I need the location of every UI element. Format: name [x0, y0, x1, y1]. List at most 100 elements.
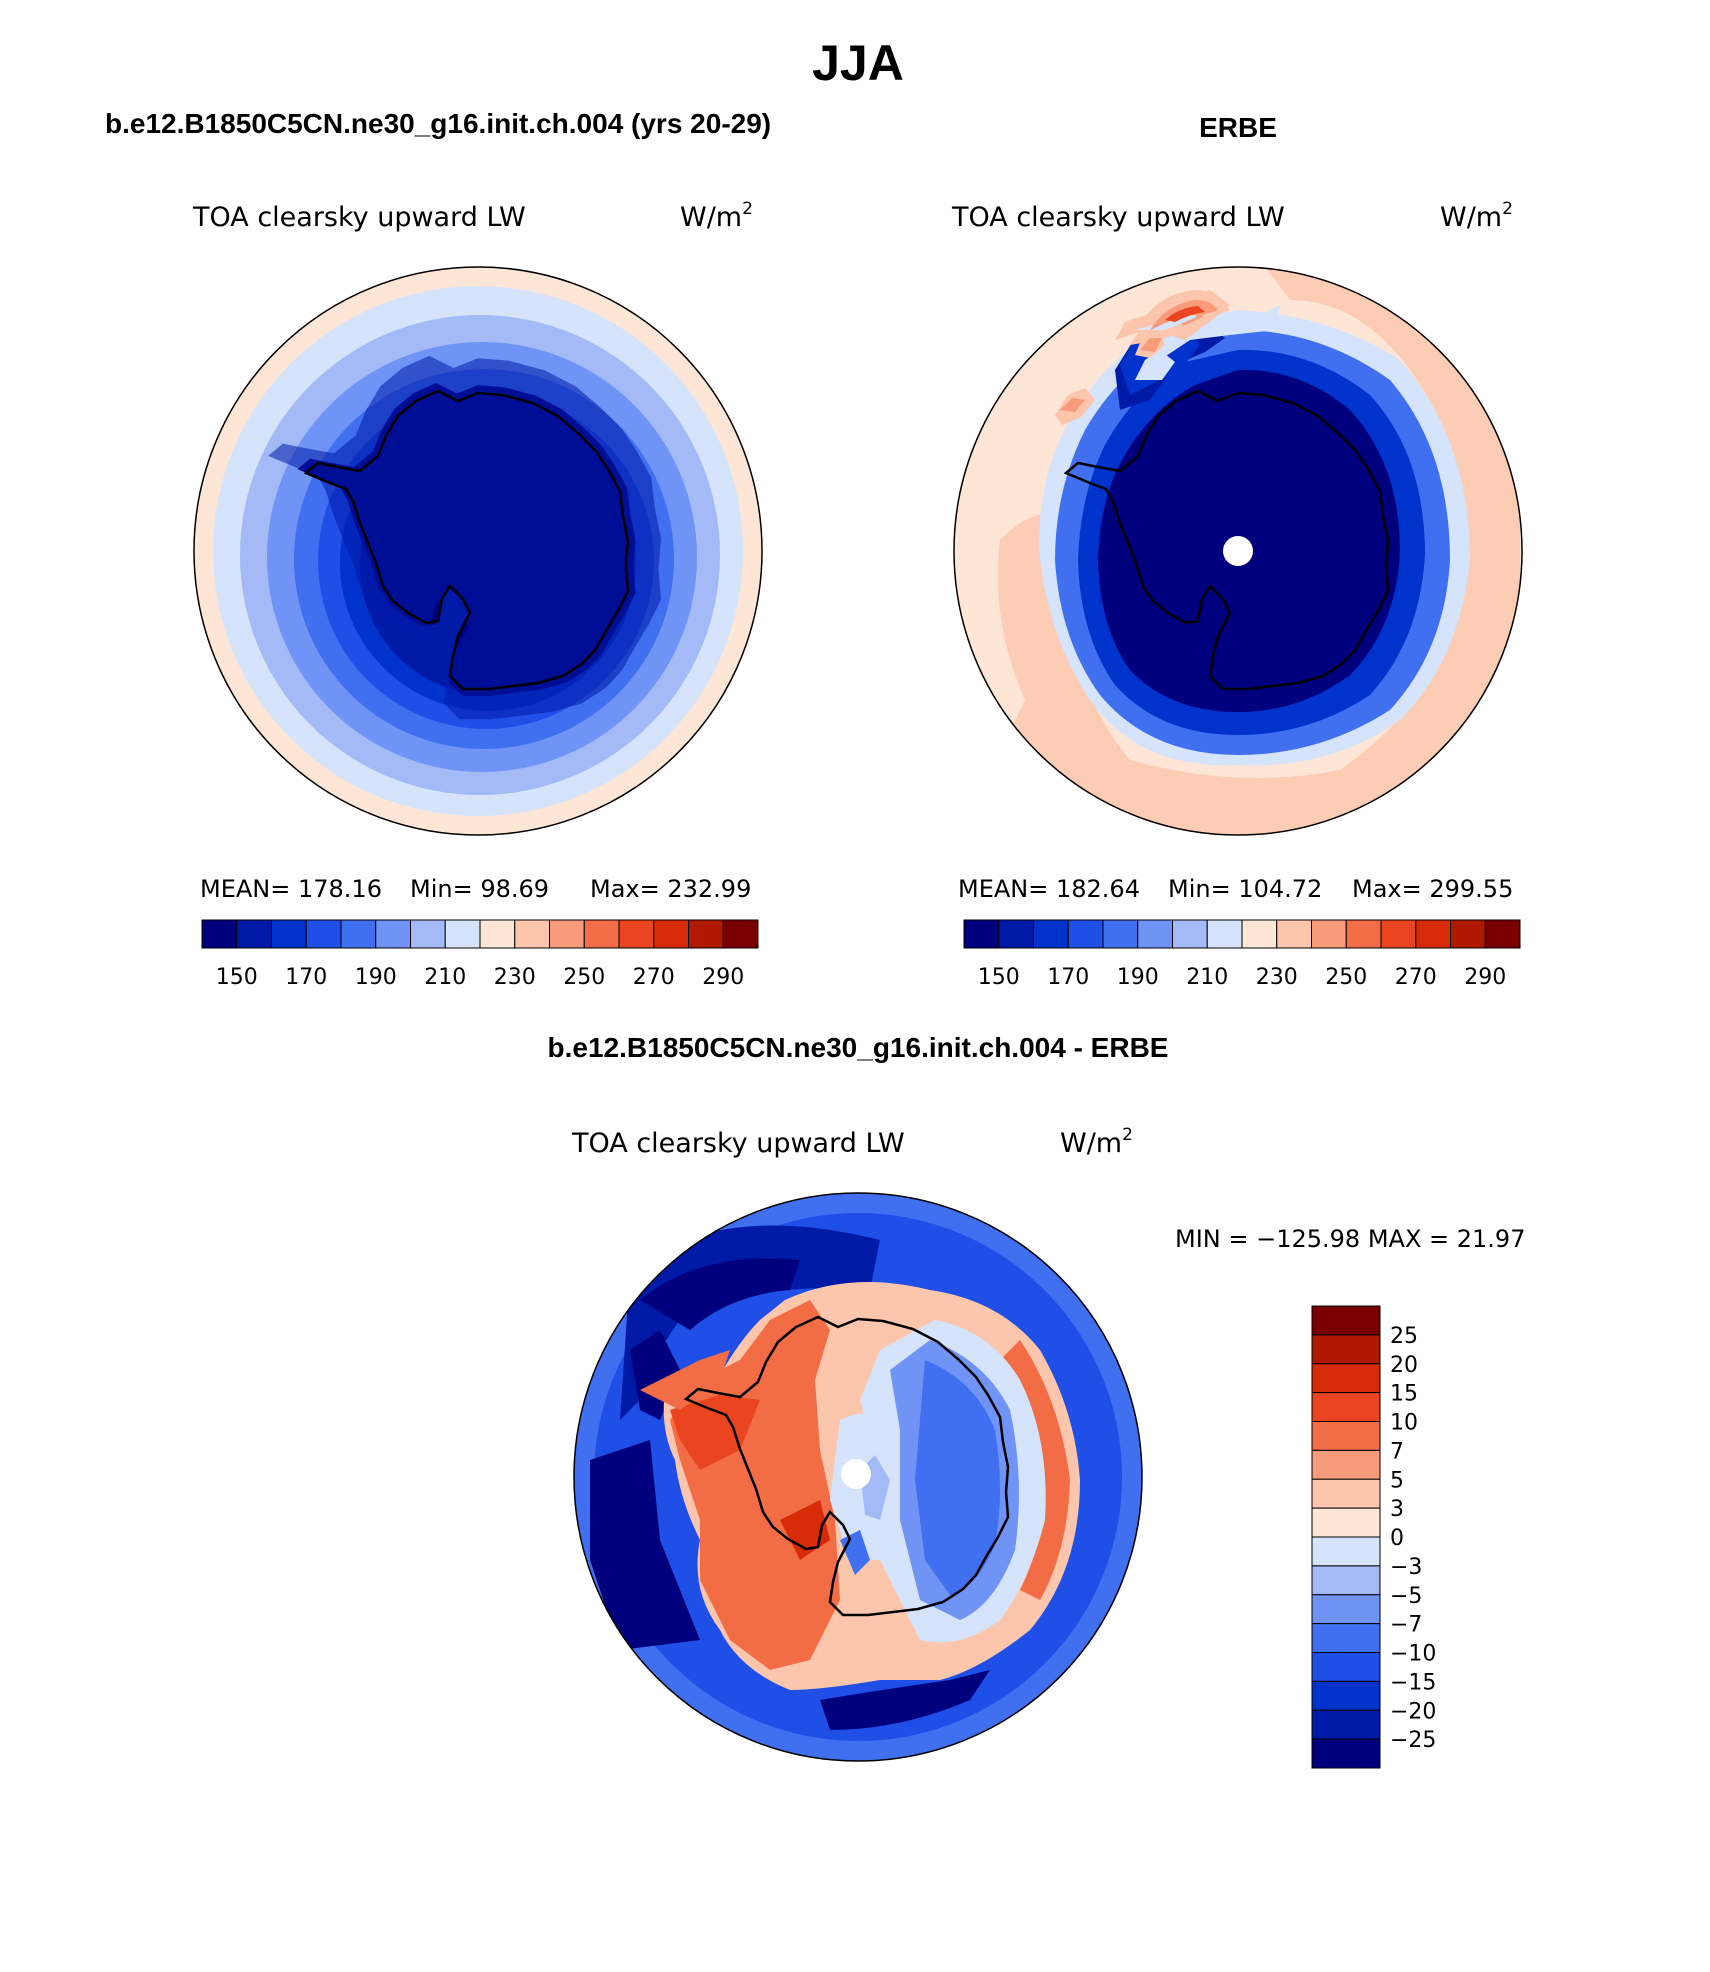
colorbar-swatch [201, 919, 238, 949]
colorbar-swatch [1311, 1421, 1381, 1451]
colorbar-swatch [1311, 1623, 1381, 1653]
colorbar-tick-label: 230 [1256, 965, 1298, 990]
panel-obs-header: ERBE [1199, 112, 1277, 143]
colorbar-swatch [1484, 919, 1521, 949]
panel-diff-colorbar: 25 20 15 10 7 5 3 0 −3 −5 −7 −10 −15 −20 −25 [1311, 1305, 1436, 1769]
panel-diff-map [574, 1193, 1142, 1761]
colorbar-swatch [1415, 919, 1451, 949]
colorbar-swatch [1311, 1363, 1381, 1394]
colorbar-swatch [1311, 1594, 1381, 1625]
colorbar-swatch [1102, 919, 1139, 949]
panel-obs-mean: MEAN= 182.64 [958, 875, 1140, 903]
colorbar-swatch [653, 919, 689, 949]
colorbar-swatch [1241, 919, 1278, 949]
panel-model: b.e12.B1850C5CN.ne30_g16.init.ch.004 (yr… [105, 108, 771, 990]
panel-model-min: Min= 98.69 [410, 875, 549, 903]
colorbar-swatch [1311, 1565, 1381, 1596]
colorbar-tick-label: −15 [1390, 1670, 1436, 1695]
colorbar-tick-label: −20 [1390, 1699, 1436, 1724]
colorbar-swatch [1311, 919, 1347, 949]
colorbar-tick-label: −7 [1390, 1613, 1422, 1638]
colorbar-swatch [340, 919, 377, 949]
panel-model-max: Max= 232.99 [590, 875, 751, 903]
colorbar-tick-label: 150 [978, 965, 1020, 990]
colorbar-swatch [236, 919, 272, 949]
colorbar-swatch [271, 919, 307, 949]
colorbar-tick-label: 5 [1390, 1468, 1404, 1493]
panel-model-map-border [193, 266, 763, 836]
colorbar-swatch [1311, 1334, 1381, 1365]
panel-model-mean: MEAN= 178.16 [200, 875, 382, 903]
colorbar-swatch [1311, 1392, 1381, 1422]
panel-model-map [194, 267, 762, 835]
colorbar-tick-label: 190 [1117, 965, 1159, 990]
colorbar-swatch [1311, 1478, 1381, 1509]
colorbar-swatch [1311, 1507, 1381, 1538]
panel-model-header: b.e12.B1850C5CN.ne30_g16.init.ch.004 (yr… [105, 108, 771, 139]
colorbar-swatch [1311, 1738, 1381, 1769]
panel-diff-map-border [573, 1192, 1143, 1762]
colorbar-tick-label: 290 [702, 965, 744, 990]
colorbar-tick-label: 270 [1395, 965, 1437, 990]
colorbar-swatch [1380, 919, 1417, 949]
colorbar-tick-label: 170 [1047, 965, 1089, 990]
colorbar-tick-label: 250 [563, 965, 605, 990]
colorbar-tick-label: 190 [355, 965, 397, 990]
colorbar-swatch [998, 919, 1034, 949]
panel-obs-colorbar: 150 170 190 210 230 250 270 290 [963, 919, 1521, 990]
colorbar-tick-label: 25 [1390, 1324, 1418, 1349]
panel-diff-variable: TOA clearsky upward LW [571, 1128, 905, 1159]
colorbar-swatch [1206, 919, 1243, 949]
colorbar-swatch [618, 919, 655, 949]
colorbar-tick-label: 15 [1390, 1382, 1418, 1407]
colorbar-swatch [722, 919, 759, 949]
panel-diff-units: W/m2 [1060, 1125, 1133, 1159]
colorbar-swatch [410, 919, 446, 949]
colorbar-swatch [1311, 1652, 1381, 1682]
colorbar-swatch [1137, 919, 1173, 949]
colorbar-swatch [1276, 919, 1312, 949]
colorbar-tick-label: 0 [1390, 1526, 1404, 1551]
colorbar-tick-label: −5 [1390, 1584, 1422, 1609]
colorbar-tick-label: 250 [1325, 965, 1367, 990]
colorbar-tick-label: 170 [285, 965, 327, 990]
colorbar-swatch [1067, 919, 1104, 949]
colorbar-swatch [305, 919, 342, 949]
colorbar-swatch [514, 919, 550, 949]
colorbar-swatch [1311, 1536, 1381, 1567]
colorbar-swatch [688, 919, 724, 949]
panel-model-colorbar: 150 170 190 210 230 250 270 290 [201, 919, 759, 990]
colorbar-swatch [1033, 919, 1069, 949]
colorbar-swatch [1311, 1680, 1381, 1711]
colorbar-swatch [479, 919, 516, 949]
colorbar-swatch [583, 919, 620, 949]
colorbar-swatch [963, 919, 1000, 949]
colorbar-swatch [375, 919, 411, 949]
colorbar-tick-label: 210 [424, 965, 466, 990]
colorbar-swatch [1311, 1709, 1381, 1740]
colorbar-tick-label: 150 [216, 965, 258, 990]
colorbar-tick-label: −10 [1390, 1642, 1436, 1667]
panel-obs-min: Min= 104.72 [1168, 875, 1322, 903]
panel-diff-header: b.e12.B1850C5CN.ne30_g16.init.ch.004 - E… [548, 1032, 1169, 1063]
colorbar-swatch [1311, 1305, 1381, 1336]
colorbar-tick-label: 7 [1390, 1439, 1404, 1464]
colorbar-tick-label: −3 [1390, 1555, 1422, 1580]
colorbar-tick-label: 20 [1390, 1353, 1418, 1378]
colorbar-swatch [1345, 919, 1382, 949]
colorbar-tick-label: 290 [1464, 965, 1506, 990]
colorbar-swatch [1311, 1449, 1381, 1480]
colorbar-tick-label: 210 [1186, 965, 1228, 990]
panel-obs-units: W/m2 [1440, 199, 1513, 233]
panel-obs-max: Max= 299.55 [1352, 875, 1513, 903]
colorbar-tick-label: 10 [1390, 1411, 1418, 1436]
colorbar-tick-label: −25 [1390, 1728, 1436, 1753]
colorbar-tick-label: 230 [494, 965, 536, 990]
colorbar-swatch [444, 919, 481, 949]
panel-diff: b.e12.B1850C5CN.ne30_g16.init.ch.004 - E… [548, 1032, 1525, 1769]
panel-obs: ERBE TOA clearsky upward LW W/m2 [951, 112, 1523, 990]
panel-model-variable: TOA clearsky upward LW [192, 202, 526, 233]
panel-obs-map-border [953, 266, 1523, 836]
colorbar-tick-label: 3 [1390, 1497, 1404, 1522]
